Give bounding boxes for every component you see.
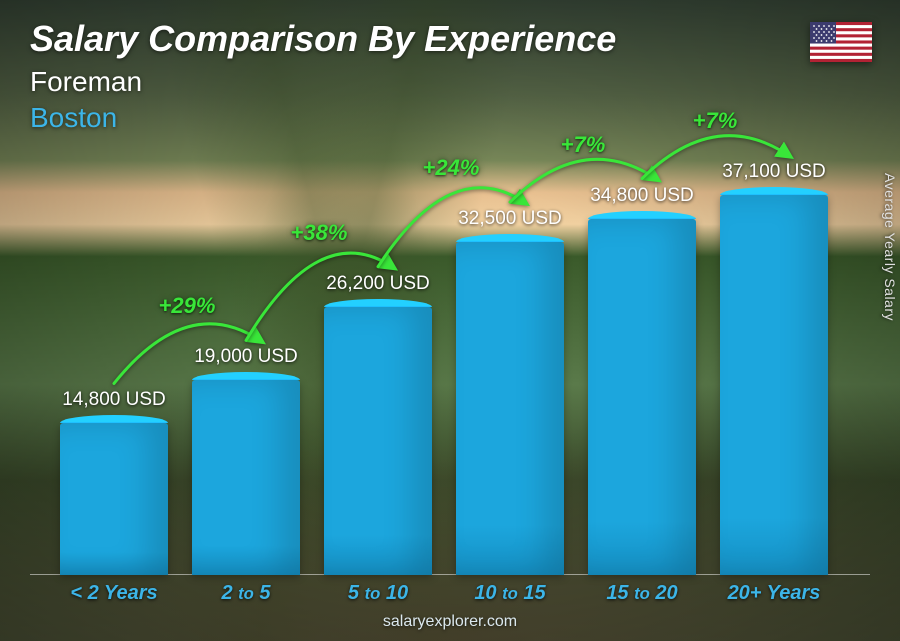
value-label: 14,800 USD [44,389,184,411]
category-label: 10 to 15 [440,582,580,605]
value-label: 34,800 USD [572,185,712,207]
bar [588,219,696,575]
pct-increase-label: +29% [159,293,216,319]
category-label: 15 to 20 [572,582,712,605]
pct-increase-label: +7% [561,132,606,158]
category-label: < 2 Years [44,582,184,605]
value-label: 26,200 USD [308,273,448,295]
y-axis-label: Average Yearly Salary [882,173,898,321]
value-label: 19,000 USD [176,346,316,368]
category-label: 20+ Years [704,582,844,605]
bar [192,380,300,575]
bar-chart: 14,800 USD < 2 Years 19,000 USD 2 to 5 +29% 2… [0,0,900,641]
value-label: 32,500 USD [440,208,580,230]
value-label: 37,100 USD [704,161,844,183]
category-label: 5 to 10 [308,582,448,605]
pct-increase-label: +38% [291,220,348,246]
pct-increase-label: +24% [423,155,480,181]
footer-attribution: salaryexplorer.com [0,613,900,631]
pct-increase-label: +7% [693,108,738,134]
category-label: 2 to 5 [176,582,316,605]
bar [60,423,168,575]
bar [456,242,564,575]
bar [324,307,432,575]
bar [720,195,828,575]
